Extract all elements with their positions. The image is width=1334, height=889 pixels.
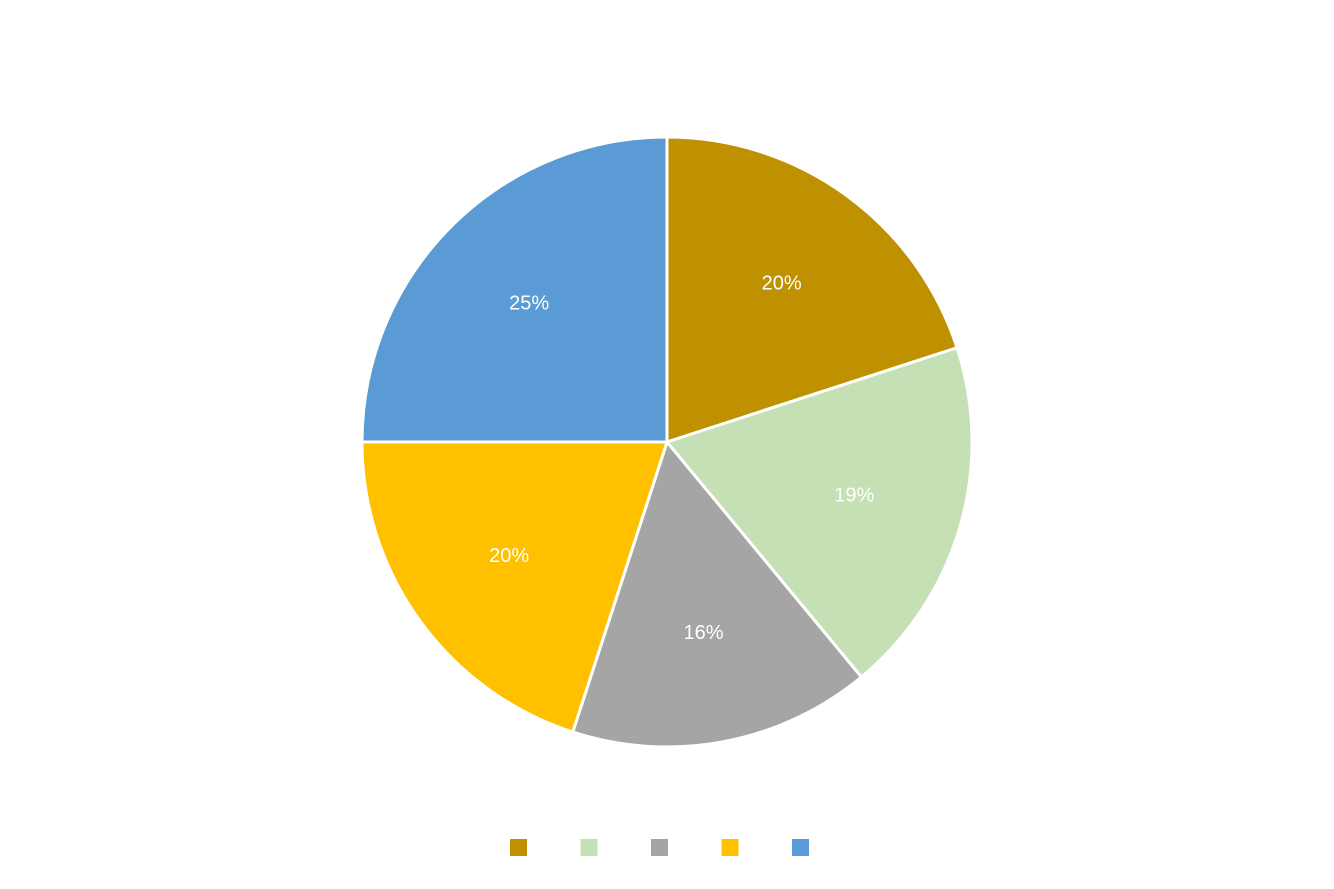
pie-slice-labels: 20% 19% 16% 20% 25%	[489, 272, 874, 643]
pie-slice-1	[665, 135, 959, 444]
pie-slice-2	[665, 346, 974, 679]
legend-swatch-5	[792, 839, 809, 856]
pie-slice-5	[360, 135, 669, 444]
pie-slice-label-4: 20%	[489, 545, 529, 567]
pie-slice-4	[360, 440, 669, 734]
pie-slice-label-2: 19%	[834, 485, 874, 507]
pie-slice-3	[571, 440, 863, 749]
pie-slice-label-3: 16%	[683, 622, 723, 644]
legend-swatch-4	[721, 839, 739, 856]
legend	[510, 839, 809, 856]
legend-swatch-1	[510, 839, 527, 856]
pie-slice-label-5: 25%	[509, 292, 549, 314]
legend-swatch-3	[651, 839, 668, 856]
legend-swatch-2	[580, 839, 598, 856]
pie-slices	[360, 135, 974, 749]
pie-slice-label-1: 20%	[762, 272, 802, 294]
